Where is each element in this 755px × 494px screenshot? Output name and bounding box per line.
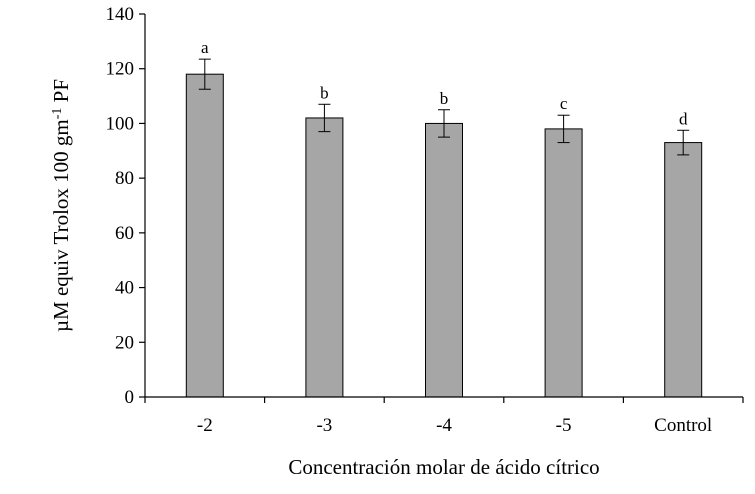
x-tick-label: -3	[316, 415, 332, 436]
y-axis-title: µM equiv Trolox 100 gm-1 PF	[49, 79, 73, 332]
y-tick-label: 80	[115, 168, 134, 189]
significance-letter: c	[560, 94, 568, 113]
y-axis-title-main: µM equiv Trolox 100 gm	[49, 119, 73, 332]
significance-letter: b	[320, 83, 329, 102]
bar-5	[544, 128, 583, 398]
bar-4	[425, 122, 463, 398]
y-axis-title-superscript: -1	[50, 108, 65, 120]
x-tick-label: Control	[654, 415, 712, 436]
y-tick-label: 0	[125, 387, 135, 408]
x-tick-label: -5	[556, 415, 572, 436]
y-tick-label: 60	[115, 223, 134, 244]
y-tick-label: 20	[115, 332, 134, 353]
y-axis-title-suffix: PF	[49, 79, 73, 108]
y-tick-label: 120	[106, 59, 135, 80]
x-tick-label: -4	[436, 415, 452, 436]
y-tick-label: 40	[115, 278, 134, 299]
bar-series	[185, 73, 703, 398]
significance-letter: b	[440, 89, 449, 108]
bar-3	[305, 117, 344, 398]
y-tick-label: 100	[106, 113, 135, 134]
y-tick-label: 140	[106, 4, 135, 25]
bar-control	[664, 142, 703, 398]
bar-2	[185, 73, 224, 398]
y-axis-ticks: 0 20 40 60 80 100 120 140	[106, 4, 145, 408]
error-bars	[198, 58, 690, 156]
x-tick-label: -2	[197, 415, 213, 436]
significance-letters: a b b c d	[201, 38, 688, 128]
significance-letter: a	[201, 38, 209, 57]
x-axis-title: Concentración molar de ácido cítrico	[288, 455, 599, 479]
significance-letter: d	[679, 109, 688, 128]
x-axis-ticks: -2 -3 -4 -5 Control	[144, 397, 744, 436]
